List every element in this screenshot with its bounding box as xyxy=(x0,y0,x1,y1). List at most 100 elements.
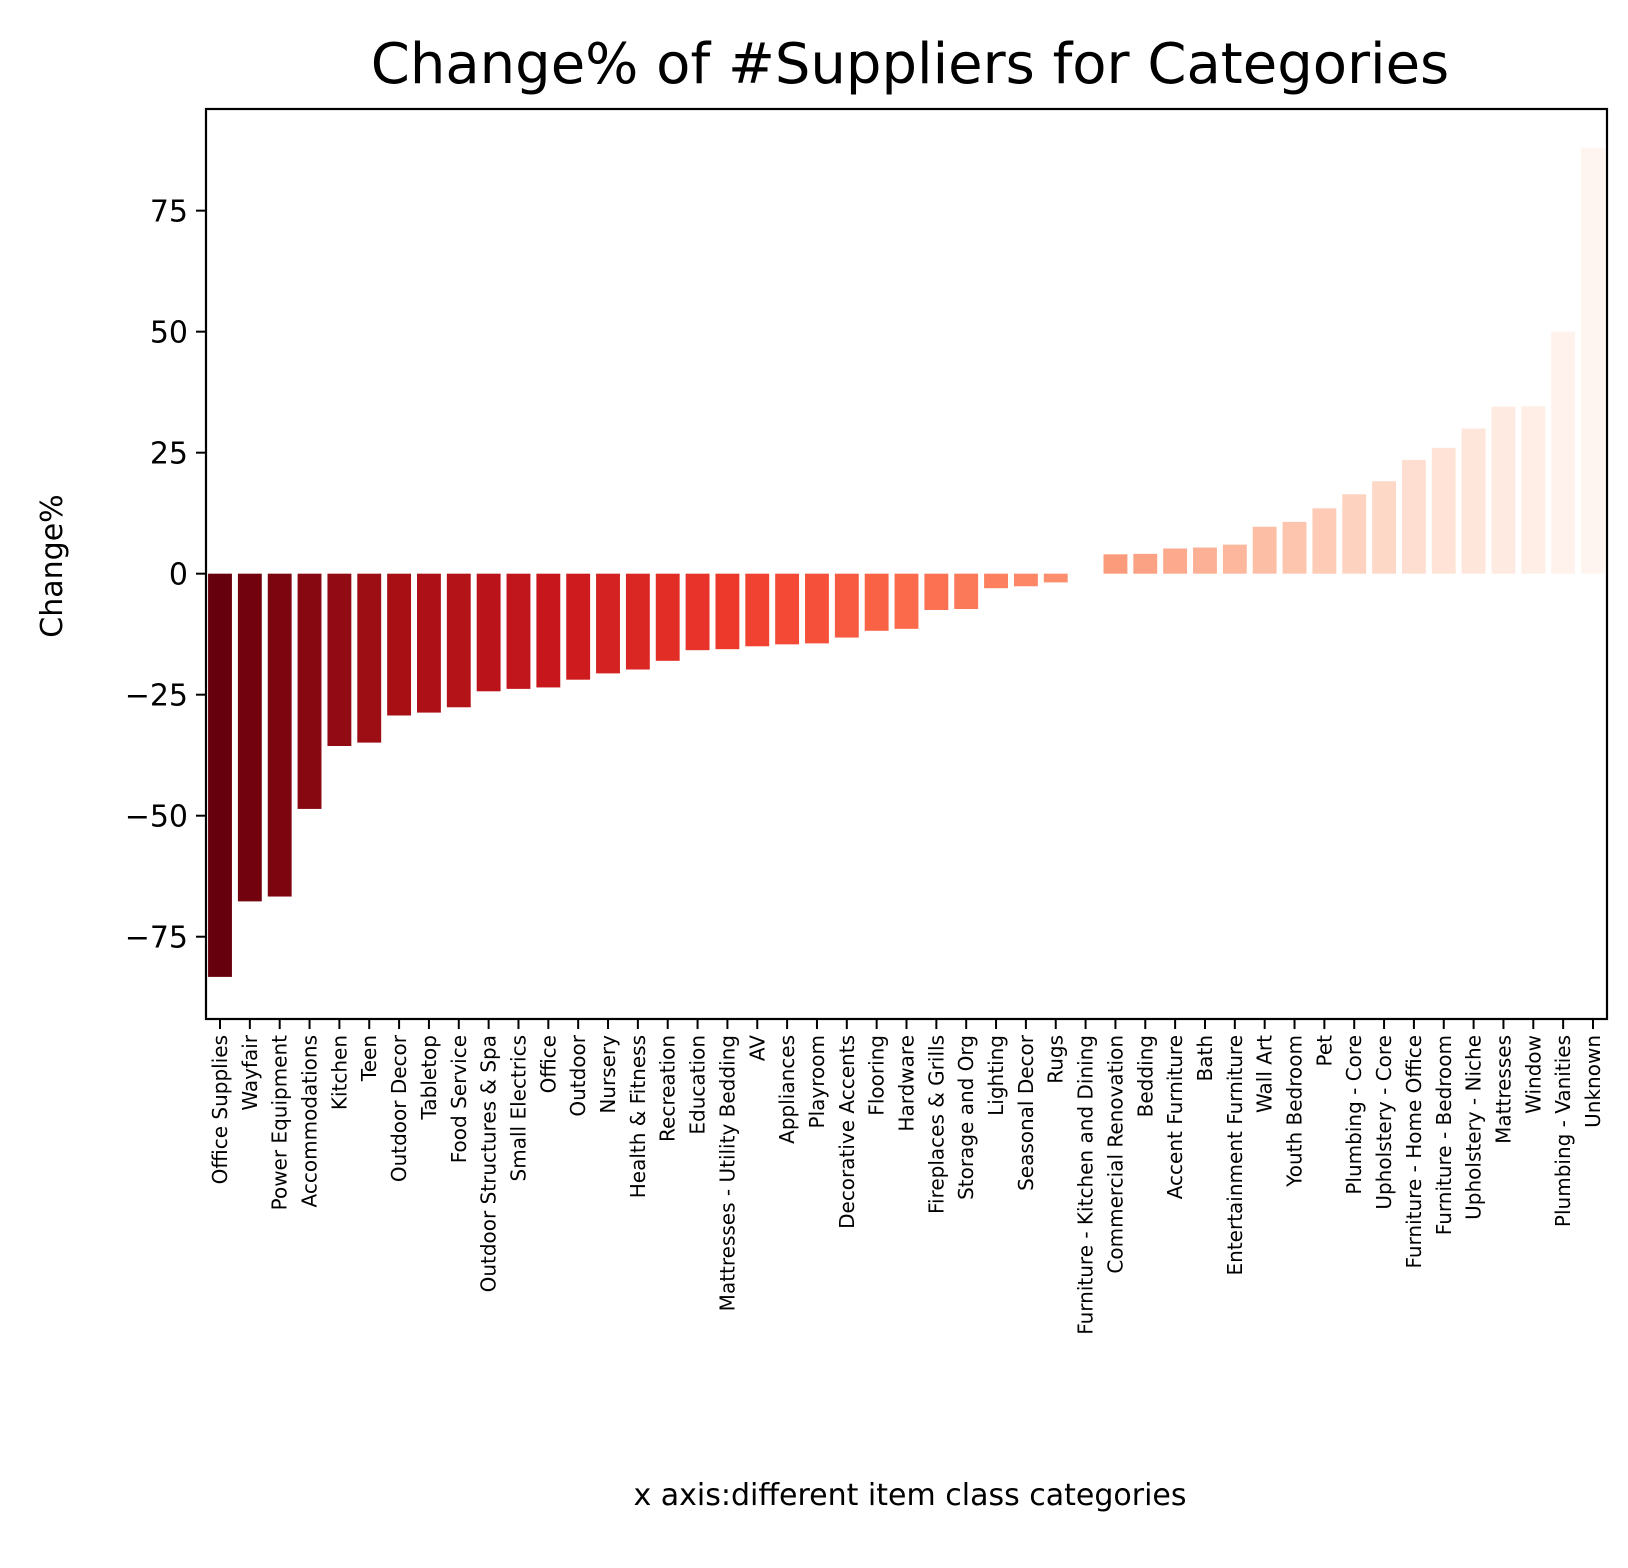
x-tick-label: Unknown xyxy=(1581,1035,1605,1128)
x-axis: Office Supplies Wayfair Power Equipment Acc… xyxy=(208,1019,1605,1335)
x-tick-label: Teen xyxy=(357,1035,381,1082)
bars-group xyxy=(208,147,1605,977)
x-tick-label: Accent Furniture xyxy=(1163,1035,1187,1199)
bar xyxy=(655,573,680,661)
x-tick-label: Flooring xyxy=(865,1035,889,1116)
x-tick-label: Kitchen xyxy=(327,1035,351,1110)
x-tick-label: Power Equipment xyxy=(268,1035,292,1211)
x-tick-label: Seasonal Decor xyxy=(1014,1034,1038,1191)
bar xyxy=(1043,573,1068,583)
x-tick-label: Lighting xyxy=(984,1035,1008,1116)
bar xyxy=(1222,544,1247,574)
bar xyxy=(1342,494,1367,574)
bar xyxy=(267,573,292,897)
x-tick-label: Education xyxy=(686,1035,710,1135)
x-tick-label: Furniture - Bedroom xyxy=(1432,1035,1456,1235)
bar xyxy=(715,573,740,650)
x-tick-label: Accommodations xyxy=(298,1035,322,1207)
x-tick-label: Playroom xyxy=(805,1035,829,1128)
bar xyxy=(566,573,591,680)
bar xyxy=(417,573,441,713)
x-tick-label: Plumbing - Vanities xyxy=(1551,1035,1575,1227)
x-tick-label: Pet xyxy=(1312,1035,1336,1067)
x-tick-label: Outdoor Decor xyxy=(387,1034,411,1182)
x-tick-label: Outdoor Structures & Spa xyxy=(477,1035,501,1292)
bar xyxy=(1551,331,1576,574)
bar xyxy=(1372,481,1397,574)
y-axis: −75 −50 −25 0 25 50 75 xyxy=(125,195,206,956)
x-tick-label: Plumbing - Core xyxy=(1342,1035,1366,1195)
x-tick-label: Food Service xyxy=(447,1035,471,1163)
y-tick-label: −50 xyxy=(125,800,188,835)
bar xyxy=(805,573,829,644)
bar xyxy=(745,573,770,647)
bar xyxy=(1401,459,1426,574)
bar xyxy=(1103,554,1128,574)
bar xyxy=(1431,447,1456,574)
y-tick-label: 0 xyxy=(169,558,188,593)
x-tick-label: Health & Fitness xyxy=(626,1035,650,1198)
bar xyxy=(237,573,262,902)
bar xyxy=(208,573,232,977)
bar xyxy=(327,573,352,746)
x-tick-label: Upholstery - Core xyxy=(1372,1035,1396,1210)
bar xyxy=(476,573,501,692)
chart-title: Change% of #Suppliers for Categories xyxy=(371,32,1449,97)
bar xyxy=(536,573,561,688)
y-tick-label: −75 xyxy=(125,921,188,956)
plot-frame xyxy=(204,107,1609,1021)
bar xyxy=(775,573,800,645)
bar xyxy=(297,573,322,809)
x-tick-label: Office Supplies xyxy=(208,1035,232,1184)
bar xyxy=(894,573,919,629)
bar xyxy=(685,573,710,651)
x-tick-label: Recreation xyxy=(656,1035,680,1142)
x-tick-label: Hardware xyxy=(895,1035,919,1132)
bar xyxy=(1521,406,1546,574)
bar xyxy=(984,573,1008,589)
bar xyxy=(1491,406,1516,574)
bar xyxy=(1581,147,1605,574)
x-tick-label: Tabletop xyxy=(417,1035,441,1121)
bar xyxy=(1312,508,1337,574)
x-tick-label: Mattresses - Utility Bedding xyxy=(715,1035,739,1311)
bar xyxy=(357,573,382,743)
x-tick-label: Entertainment Furniture xyxy=(1223,1035,1247,1275)
x-tick-label: Appliances xyxy=(775,1035,799,1144)
bar xyxy=(834,573,859,638)
x-tick-label: Small Electrics xyxy=(506,1035,530,1181)
x-tick-label: Furniture - Kitchen and Dining xyxy=(1074,1035,1098,1335)
bar xyxy=(625,573,650,670)
bar xyxy=(1252,526,1277,574)
x-tick-label: Window xyxy=(1521,1035,1545,1114)
x-tick-label: Furniture - Home Office xyxy=(1402,1035,1426,1269)
y-tick-label: 25 xyxy=(150,437,188,472)
x-tick-label: Rugs xyxy=(1044,1035,1068,1084)
bar xyxy=(387,573,412,716)
bar xyxy=(1193,547,1217,574)
x-axis-label: x axis:different item class categories xyxy=(633,1478,1186,1513)
x-tick-label: Commercial Renovation xyxy=(1103,1035,1127,1274)
bar xyxy=(1461,428,1486,574)
x-tick-label: Youth Bedroom xyxy=(1283,1035,1307,1188)
y-axis-label: Change% xyxy=(35,494,70,637)
x-tick-label: Storage and Org xyxy=(954,1035,978,1200)
x-tick-label: Upholstery - Niche xyxy=(1462,1035,1486,1220)
x-tick-label: Mattresses xyxy=(1491,1035,1515,1144)
x-tick-label: Nursery xyxy=(596,1035,620,1114)
y-tick-label: 50 xyxy=(150,316,188,351)
x-tick-label: Office xyxy=(536,1035,560,1093)
bar xyxy=(1013,573,1038,587)
bar xyxy=(506,573,531,689)
x-tick-label: AV xyxy=(745,1035,769,1061)
x-tick-label: Wayfair xyxy=(238,1034,262,1110)
x-tick-label: Fireplaces & Grills xyxy=(924,1035,948,1214)
bar xyxy=(1163,548,1188,574)
y-tick-label: −25 xyxy=(125,679,188,714)
bar xyxy=(924,573,949,610)
bar xyxy=(596,573,620,674)
bar xyxy=(446,573,471,708)
x-tick-label: Outdoor xyxy=(566,1034,590,1116)
x-tick-label: Wall Art xyxy=(1253,1035,1277,1113)
